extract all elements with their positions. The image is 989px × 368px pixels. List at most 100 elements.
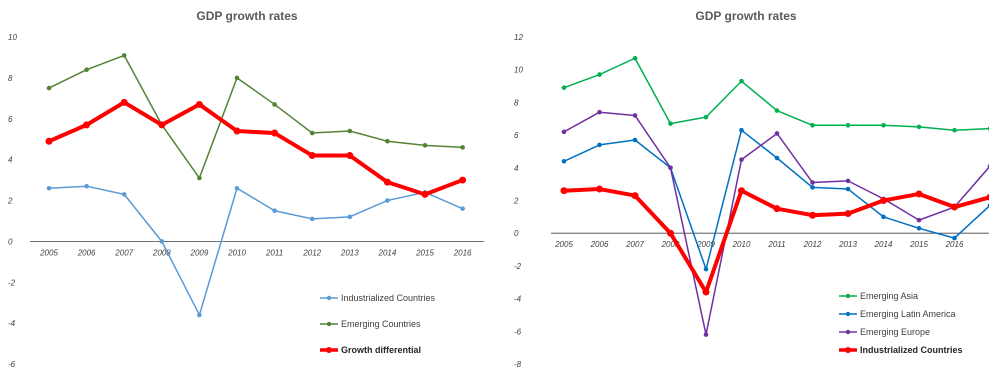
data-point — [774, 155, 780, 161]
y-tick-label: 8 — [8, 74, 13, 83]
x-tick-label: 2014 — [874, 240, 893, 249]
data-point — [158, 121, 166, 129]
x-tick-label: 2006 — [77, 248, 96, 257]
y-tick-label: -4 — [514, 295, 522, 304]
legend-entry-emerging-europe: Emerging Europe — [860, 327, 930, 337]
data-point — [159, 239, 165, 244]
data-point — [986, 193, 989, 201]
x-tick-label: 2007 — [625, 240, 644, 249]
legend-swatch-marker — [845, 293, 851, 299]
data-point — [272, 102, 277, 107]
y-tick-label: 6 — [8, 115, 13, 124]
x-tick-label: 2011 — [767, 240, 785, 249]
data-point — [121, 192, 127, 197]
data-point — [597, 142, 602, 148]
y-tick-label: -8 — [514, 360, 522, 368]
data-point — [952, 127, 957, 133]
legend-swatch-marker — [326, 321, 332, 327]
data-point — [632, 113, 638, 118]
data-point — [233, 127, 241, 135]
data-point — [197, 175, 202, 181]
data-point — [738, 187, 745, 195]
y-tick-label: 2 — [513, 197, 519, 206]
y-tick-label: 2 — [7, 197, 13, 206]
data-point — [881, 122, 886, 128]
data-point — [773, 205, 781, 213]
data-point — [844, 210, 852, 218]
x-tick-label: 2015 — [909, 240, 928, 249]
y-tick-label: 0 — [514, 229, 519, 238]
x-tick-label: 2009 — [696, 240, 715, 249]
x-tick-label: 2008 — [661, 240, 680, 249]
data-point — [385, 198, 390, 203]
data-point — [668, 165, 673, 171]
chart-title: GDP growth rates — [196, 9, 297, 23]
data-point — [809, 211, 816, 219]
data-point — [45, 137, 53, 145]
data-point — [951, 203, 958, 211]
x-tick-label: 2012 — [302, 248, 321, 257]
legend-swatch-marker — [326, 295, 332, 301]
data-point — [916, 225, 922, 231]
data-point — [309, 130, 315, 136]
x-tick-label: 2006 — [590, 240, 609, 249]
x-tick-label: 2015 — [415, 248, 434, 257]
data-point — [631, 192, 639, 200]
x-tick-label: 2010 — [732, 240, 751, 249]
chart-left: GDP growth rates -6 -4 -2 0 2 4 6 8 10 2005 2006 200… — [7, 9, 484, 368]
data-point — [668, 121, 673, 126]
x-tick-label: 2005 — [554, 240, 573, 249]
x-tick-label: 2010 — [227, 248, 246, 257]
x-tick-label: 2005 — [39, 248, 58, 257]
series-line-emerging-asia — [563, 57, 989, 131]
x-tick-label: 2011 — [265, 248, 283, 257]
data-point — [121, 53, 127, 58]
data-point — [84, 183, 89, 189]
data-point — [84, 67, 89, 72]
y-tick-label: 10 — [8, 33, 17, 42]
x-tick-label: 2016 — [945, 240, 964, 249]
data-point — [774, 131, 780, 136]
data-point — [234, 75, 240, 81]
data-point — [774, 108, 780, 113]
x-tick-label: 2013 — [340, 248, 359, 257]
y-tick-label: 12 — [514, 33, 523, 42]
chart-title: GDP growth rates — [695, 9, 796, 23]
data-point — [881, 214, 886, 220]
data-point — [703, 114, 709, 120]
y-tick-label: -4 — [8, 319, 16, 328]
legend-entry-emerging-asia: Emerging Asia — [860, 291, 918, 301]
legend-entry-industrialized-countries: Industrialized Countries — [860, 345, 963, 355]
data-point — [309, 216, 315, 222]
data-point — [195, 100, 203, 108]
data-point — [561, 129, 567, 135]
series-line-industrialized-countries — [48, 185, 463, 316]
data-point — [385, 138, 390, 144]
data-point — [422, 143, 428, 148]
data-point — [46, 185, 52, 191]
legend-swatch-marker — [326, 347, 332, 353]
legend-swatch-marker — [845, 311, 851, 317]
data-point — [421, 190, 429, 198]
y-tick-label: -2 — [514, 262, 522, 271]
data-point — [597, 72, 602, 77]
x-tick-label: 2012 — [803, 240, 822, 249]
y-tick-label: -6 — [8, 360, 16, 368]
data-point — [667, 229, 674, 237]
data-point — [810, 180, 815, 185]
y-tick-label: -2 — [8, 278, 16, 287]
data-point — [234, 185, 240, 191]
data-point — [308, 152, 316, 160]
y-tick-label: -6 — [514, 327, 522, 336]
legend-entry-industrialized-countries: Industrialized Countries — [341, 293, 436, 303]
y-tick-label: 4 — [8, 156, 13, 165]
data-point — [916, 124, 922, 130]
data-point — [460, 206, 465, 211]
data-point — [271, 129, 279, 137]
y-tick-label: 8 — [514, 98, 519, 107]
data-point — [383, 178, 391, 186]
x-tick-label: 2007 — [114, 248, 133, 257]
data-point — [459, 176, 467, 184]
data-point — [460, 145, 465, 150]
y-tick-label: 6 — [514, 131, 519, 140]
